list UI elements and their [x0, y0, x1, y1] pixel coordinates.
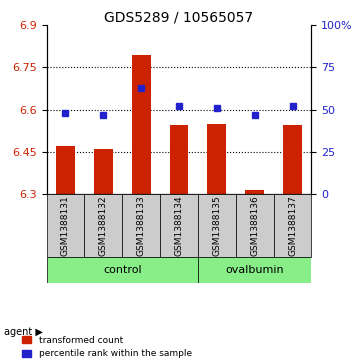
Text: GSM1388137: GSM1388137: [288, 195, 297, 256]
Bar: [94, 149, 113, 194]
Bar: [283, 125, 302, 194]
FancyBboxPatch shape: [274, 194, 311, 257]
Text: ovalbumin: ovalbumin: [226, 265, 284, 275]
FancyBboxPatch shape: [236, 194, 274, 257]
FancyBboxPatch shape: [122, 194, 160, 257]
Text: GSM1388131: GSM1388131: [61, 195, 70, 256]
Text: GSM1388134: GSM1388134: [174, 195, 184, 256]
Text: GSM1388135: GSM1388135: [212, 195, 221, 256]
FancyBboxPatch shape: [160, 194, 198, 257]
FancyBboxPatch shape: [198, 257, 311, 283]
Bar: [170, 125, 188, 194]
FancyBboxPatch shape: [47, 194, 84, 257]
Text: control: control: [103, 265, 141, 275]
FancyBboxPatch shape: [84, 194, 122, 257]
FancyBboxPatch shape: [47, 257, 198, 283]
Text: GSM1388133: GSM1388133: [137, 195, 146, 256]
Text: agent ▶: agent ▶: [4, 327, 43, 337]
FancyBboxPatch shape: [198, 194, 236, 257]
Bar: [245, 189, 264, 194]
Bar: [207, 123, 226, 194]
Text: GSM1388136: GSM1388136: [250, 195, 259, 256]
Bar: [132, 55, 151, 194]
Title: GDS5289 / 10565057: GDS5289 / 10565057: [105, 10, 253, 24]
Bar: [56, 146, 75, 194]
Text: GSM1388132: GSM1388132: [99, 195, 108, 256]
Legend: transformed count, percentile rank within the sample: transformed count, percentile rank withi…: [23, 336, 192, 359]
